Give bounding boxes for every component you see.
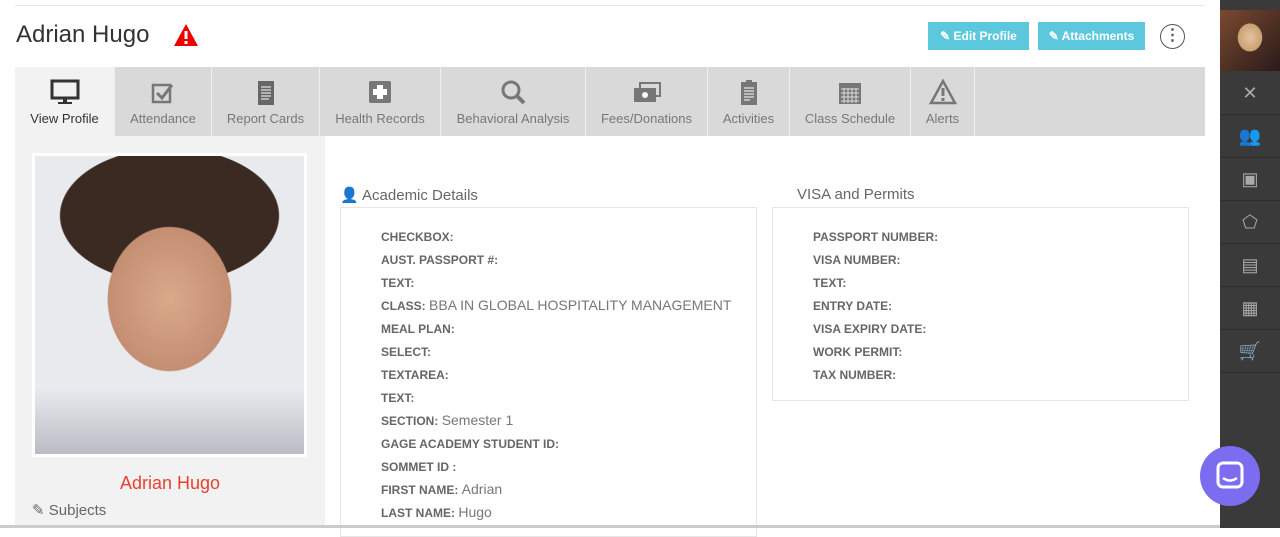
field-label: TEXT: xyxy=(381,391,415,405)
warning-icon xyxy=(928,79,957,105)
tab-class-schedule[interactable]: Class Schedule xyxy=(790,67,911,136)
field-row: WORK PERMIT: xyxy=(813,343,902,359)
money-icon[interactable]: ▤ xyxy=(1220,244,1280,287)
field-label: SECTION: xyxy=(381,414,439,428)
field-label: TEXT: xyxy=(381,276,415,290)
top-divider xyxy=(15,5,1205,6)
tab-fees-donations[interactable]: Fees/Donations xyxy=(586,67,708,136)
field-label: WORK PERMIT: xyxy=(813,345,903,359)
pencil-icon: ✎ xyxy=(32,502,45,519)
report-icon xyxy=(257,81,274,105)
field-row: CHECKBOX: xyxy=(381,228,454,244)
money-icon xyxy=(633,82,661,102)
field-value: Semester 1 xyxy=(441,412,514,428)
calculator-icon[interactable]: ▦ xyxy=(1220,287,1280,330)
user-avatar[interactable] xyxy=(1220,10,1280,71)
field-label: VISA EXPIRY DATE: xyxy=(813,322,927,336)
tab-attendance[interactable]: Attendance xyxy=(115,67,212,136)
field-label: TEXTAREA: xyxy=(381,368,449,382)
more-options-button[interactable]: ⋮ xyxy=(1160,24,1185,49)
field-row: TEXT: xyxy=(381,274,414,290)
field-label: SELECT: xyxy=(381,345,432,359)
field-row: TAX NUMBER: xyxy=(813,366,896,382)
subjects-link[interactable]: ✎ Subjects xyxy=(32,502,107,519)
field-row: CLASS: BBA IN GLOBAL HOSPITALITY MANAGEM… xyxy=(381,297,731,313)
visa-heading: VISA and Permits xyxy=(797,186,915,203)
field-label: FIRST NAME: xyxy=(381,483,459,497)
field-row: ENTRY DATE: xyxy=(813,297,892,313)
field-label: AUST. PASSPORT #: xyxy=(381,253,499,267)
clipboard-icon xyxy=(740,80,757,105)
field-row: VISA NUMBER: xyxy=(813,251,901,267)
field-value: BBA IN GLOBAL HOSPITALITY MANAGEMENT xyxy=(429,297,732,313)
field-label: TAX NUMBER: xyxy=(813,368,897,382)
right-sidebar: ✕ 👥 ▣ ⬠ ▤ ▦ 🛒 xyxy=(1220,0,1280,528)
tools-icon[interactable]: ✕ xyxy=(1220,72,1280,115)
field-label: CHECKBOX: xyxy=(381,230,454,244)
visa-box: PASSPORT NUMBER: VISA NUMBER: TEXT: ENTR… xyxy=(772,207,1189,401)
field-label: SOMMET ID : xyxy=(381,460,457,474)
field-row: SOMMET ID : xyxy=(381,458,456,474)
tab-view-profile[interactable]: View Profile xyxy=(15,67,115,136)
field-row: TEXT: xyxy=(813,274,846,290)
checkbox-icon xyxy=(151,83,174,104)
search-icon xyxy=(501,80,526,105)
tab-report-cards[interactable]: Report Cards xyxy=(212,67,320,136)
field-row: TEXTAREA: xyxy=(381,366,449,382)
field-label: MEAL PLAN: xyxy=(381,322,455,336)
warning-icon[interactable] xyxy=(173,23,199,47)
chat-launcher-button[interactable] xyxy=(1200,446,1260,506)
monitor-icon xyxy=(50,79,79,104)
user-icon: 👤 xyxy=(340,187,359,204)
field-row: VISA EXPIRY DATE: xyxy=(813,320,926,336)
attachments-button[interactable]: ✎ Attachments xyxy=(1038,22,1145,50)
page-title: Adrian Hugo xyxy=(16,21,150,48)
field-row: PASSPORT NUMBER: xyxy=(813,228,938,244)
bottom-divider xyxy=(0,525,1220,528)
tab-behavioral-analysis[interactable]: Behavioral Analysis xyxy=(441,67,586,136)
id-card-icon[interactable]: ▣ xyxy=(1220,158,1280,201)
pentagon-icon[interactable]: ⬠ xyxy=(1220,201,1280,244)
profile-photo xyxy=(32,153,307,457)
field-row: FIRST NAME: Adrian xyxy=(381,481,502,497)
field-label: PASSPORT NUMBER: xyxy=(813,230,939,244)
field-row: GAGE ACADEMY STUDENT ID: xyxy=(381,435,559,451)
academic-details-box: CHECKBOX: AUST. PASSPORT #: TEXT: CLASS:… xyxy=(340,207,757,537)
field-row: MEAL PLAN: xyxy=(381,320,455,336)
field-row: SELECT: xyxy=(381,343,431,359)
field-value: Hugo xyxy=(458,504,492,520)
chat-icon xyxy=(1216,461,1244,489)
tab-alerts[interactable]: Alerts xyxy=(911,67,975,136)
field-row: LAST NAME: Hugo xyxy=(381,504,492,520)
field-label: CLASS: xyxy=(381,299,426,313)
field-label: ENTRY DATE: xyxy=(813,299,893,313)
tab-health-records[interactable]: Health Records xyxy=(320,67,441,136)
users-icon[interactable]: 👥 xyxy=(1220,115,1280,158)
field-label: VISA NUMBER: xyxy=(813,253,901,267)
field-value: Adrian xyxy=(461,481,503,497)
field-label: TEXT: xyxy=(813,276,847,290)
edit-profile-button[interactable]: ✎ Edit Profile xyxy=(928,22,1029,50)
field-row: AUST. PASSPORT #: xyxy=(381,251,498,267)
field-label: LAST NAME: xyxy=(381,506,455,520)
calendar-icon xyxy=(839,83,861,104)
tab-bar: View Profile Attendance Report Cards Hea… xyxy=(15,67,1205,136)
academic-details-heading: 👤 Academic Details xyxy=(340,187,478,204)
tab-activities[interactable]: Activities xyxy=(708,67,790,136)
field-label: GAGE ACADEMY STUDENT ID: xyxy=(381,437,560,451)
profile-name: Adrian Hugo xyxy=(119,473,221,493)
field-row: TEXT: xyxy=(381,389,414,405)
medical-cross-icon xyxy=(369,81,391,103)
cart-icon[interactable]: 🛒 xyxy=(1220,330,1280,373)
field-row: SECTION: Semester 1 xyxy=(381,412,513,428)
